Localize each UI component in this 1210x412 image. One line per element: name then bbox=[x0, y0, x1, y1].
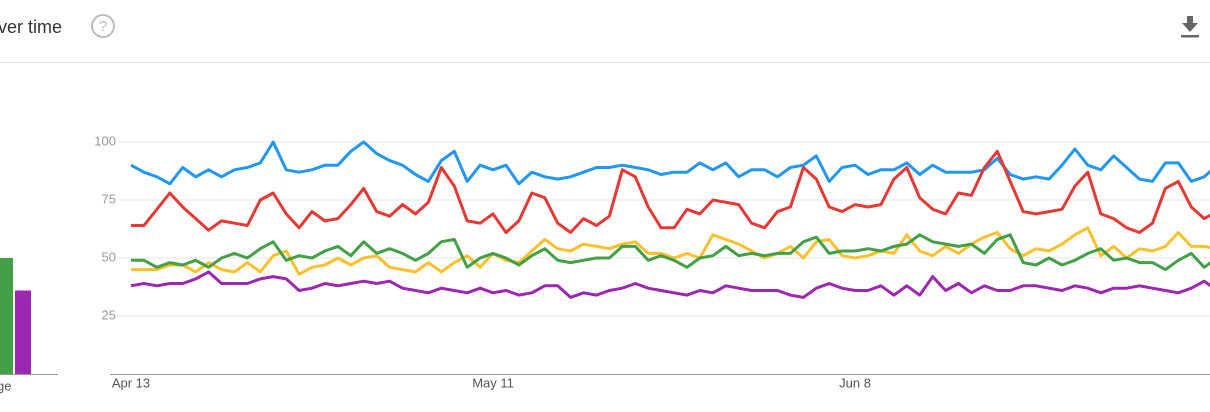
series-line bbox=[131, 149, 1210, 234]
y-tick-label: 75 bbox=[102, 191, 116, 206]
x-tick-label: Apr 13 bbox=[112, 375, 150, 390]
series-line bbox=[131, 226, 1210, 276]
help-icon[interactable]: ? bbox=[91, 14, 115, 38]
y-tick-label: 50 bbox=[102, 249, 116, 264]
series-line bbox=[130, 270, 1210, 299]
download-icon[interactable] bbox=[1181, 16, 1199, 38]
svg-text:?: ? bbox=[99, 18, 107, 35]
series-line bbox=[131, 233, 1210, 272]
bar bbox=[0, 258, 13, 374]
x-tick-label: May 11 bbox=[472, 375, 514, 390]
x-tick-label: ge bbox=[0, 378, 11, 393]
x-tick-label: Jun 8 bbox=[839, 375, 871, 390]
y-tick-label: 100 bbox=[94, 133, 116, 148]
y-tick-label: 25 bbox=[102, 307, 116, 322]
card-title: ver time bbox=[0, 17, 62, 37]
series-line bbox=[130, 140, 1210, 186]
bar bbox=[15, 290, 31, 374]
